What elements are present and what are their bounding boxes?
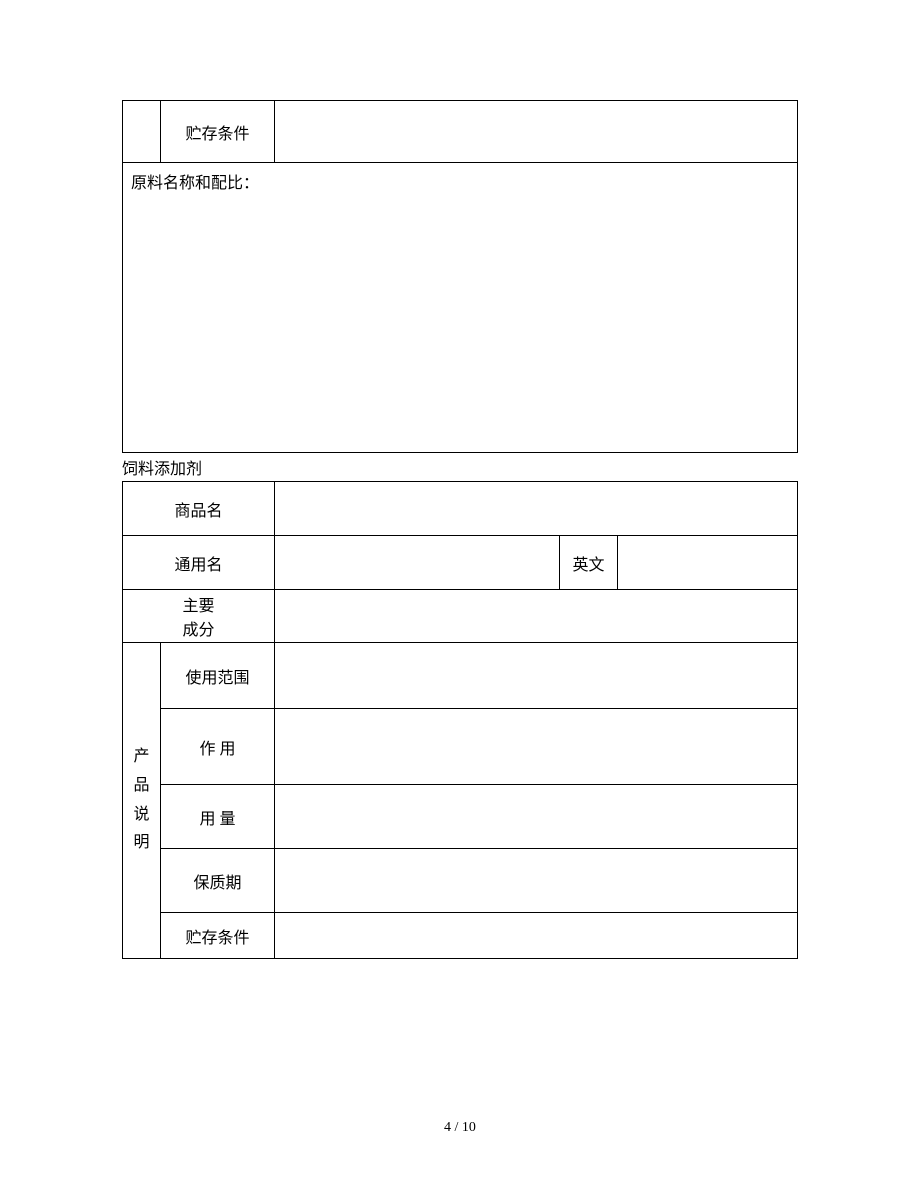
common-name-row: 通用名 英文 [123, 536, 798, 590]
storage-condition-label-cell-2: 贮存条件 [161, 913, 275, 959]
effect-label: 作 用 [199, 741, 235, 758]
page-content: 贮存条件 原料名称和配比： 饲料添加剂 商品名 通用名 英文 [122, 100, 798, 959]
effect-value-cell [275, 709, 798, 785]
shelf-life-row: 保质期 [123, 849, 798, 913]
section-title: 饲料添加剂 [122, 453, 798, 481]
trade-name-label-cell: 商品名 [123, 482, 275, 536]
trade-name-value-cell [275, 482, 798, 536]
storage-condition-label-cell: 贮存条件 [161, 101, 275, 163]
main-component-label-line1: 主要 [125, 592, 272, 616]
main-component-row: 主要 成分 [123, 590, 798, 643]
table-top: 贮存条件 原料名称和配比： [122, 100, 798, 453]
raw-materials-cell: 原料名称和配比： [123, 163, 798, 453]
english-label: 英文 [572, 557, 604, 574]
dosage-row: 用 量 [123, 785, 798, 849]
raw-materials-row: 原料名称和配比： [123, 163, 798, 453]
common-name-label-cell: 通用名 [123, 536, 275, 590]
main-component-label-cell: 主要 成分 [123, 590, 275, 643]
trade-name-label: 商品名 [174, 503, 222, 520]
english-value-cell [618, 536, 798, 590]
english-label-cell: 英文 [560, 536, 618, 590]
dosage-label: 用 量 [199, 811, 235, 828]
table-feed-additive: 商品名 通用名 英文 主要 成分 产品说明 使用 [122, 481, 798, 959]
product-desc-vert-cell-continued [123, 101, 161, 163]
usage-scope-row: 产品说明 使用范围 [123, 643, 798, 709]
dosage-label-cell: 用 量 [161, 785, 275, 849]
usage-scope-value-cell [275, 643, 798, 709]
product-desc-label: 产品说明 [123, 743, 160, 858]
common-name-value-cell [275, 536, 560, 590]
storage-condition-value-cell [275, 101, 798, 163]
main-component-label-line2: 成分 [125, 616, 272, 640]
shelf-life-label: 保质期 [193, 875, 241, 892]
trade-name-row: 商品名 [123, 482, 798, 536]
effect-label-cell: 作 用 [161, 709, 275, 785]
usage-scope-label-cell: 使用范围 [161, 643, 275, 709]
storage-condition-row: 贮存条件 [123, 101, 798, 163]
product-desc-vert-cell: 产品说明 [123, 643, 161, 959]
dosage-value-cell [275, 785, 798, 849]
storage-condition-value-cell-2 [275, 913, 798, 959]
shelf-life-label-cell: 保质期 [161, 849, 275, 913]
effect-row: 作 用 [123, 709, 798, 785]
page-number: 4 / 10 [0, 1120, 920, 1136]
common-name-label: 通用名 [174, 557, 222, 574]
storage-condition-label: 贮存条件 [185, 126, 249, 143]
main-component-value-cell [275, 590, 798, 643]
usage-scope-label: 使用范围 [185, 670, 249, 687]
storage-condition-row-2: 贮存条件 [123, 913, 798, 959]
raw-materials-label: 原料名称和配比： [131, 175, 259, 192]
storage-condition-label-2: 贮存条件 [185, 930, 249, 947]
shelf-life-value-cell [275, 849, 798, 913]
